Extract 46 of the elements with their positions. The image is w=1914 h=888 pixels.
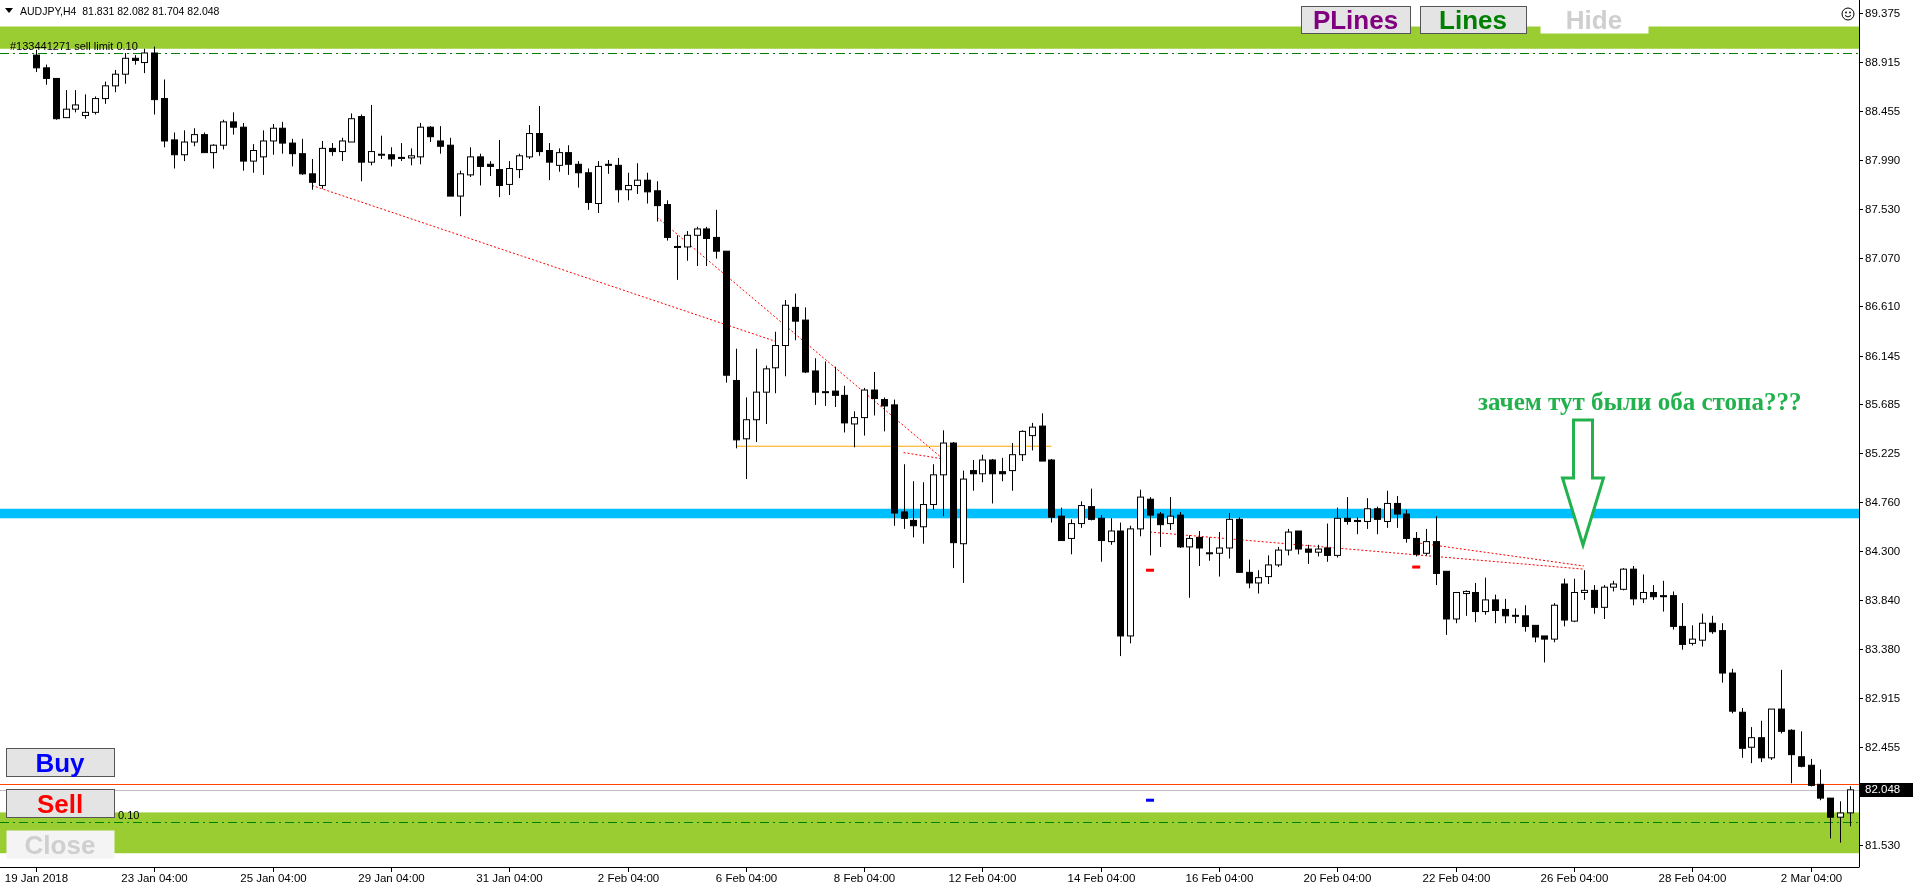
annotation: PLines [1312, 5, 1399, 35]
x-tick-label: 20 Feb 04:00 [1303, 872, 1372, 884]
x-tick-label: 31 Jan 04:00 [476, 872, 543, 884]
annotation: 0.10 [118, 809, 140, 821]
x-tick-label: 6 Feb 04:00 [715, 872, 778, 884]
y-tick-label: 84.300 [1865, 544, 1901, 557]
y-tick-label: 86.610 [1865, 299, 1901, 312]
button: PLines [1301, 5, 1411, 35]
y-tick-label: 87.070 [1865, 251, 1901, 264]
x-tick-label: 25 Jan 04:00 [240, 872, 307, 884]
x-tick-label: 26 Feb 04:00 [1540, 872, 1609, 884]
y-tick-label: 88.915 [1865, 55, 1901, 68]
x-tick-label: 23 Jan 04:00 [121, 872, 188, 884]
y-tick-label: 85.225 [1865, 446, 1901, 459]
y-tick-label: 87.530 [1865, 202, 1901, 215]
x-tick-label: 2 Mar 04:00 [1780, 872, 1843, 884]
y-tick-label: 86.145 [1865, 349, 1901, 362]
button: Sell [6, 789, 115, 819]
ref-line-label: #133441271 sell limit 0.10 [10, 40, 138, 52]
y-tick-label: 81.530 [1865, 838, 1901, 851]
x-tick-label: 16 Feb 04:00 [1185, 872, 1254, 884]
annotation: Sell [36, 789, 84, 819]
x-tick-label: 14 Feb 04:00 [1067, 872, 1136, 884]
y-tick-label: 82.915 [1865, 691, 1901, 704]
x-tick-label: 12 Feb 04:00 [948, 872, 1017, 884]
button: Lines [1420, 5, 1527, 35]
annotation: Buy [35, 748, 86, 778]
annotation: Lines [1439, 5, 1507, 35]
x-tick-label: 19 Jan 2018 [4, 872, 69, 884]
y-tick-label: 83.840 [1865, 593, 1901, 606]
x-tick-label: 28 Feb 04:00 [1658, 872, 1727, 884]
x-tick-label: 8 Feb 04:00 [833, 872, 896, 884]
ref-line-label: 82.048 [1865, 783, 1901, 796]
y-tick-label: 85.685 [1865, 397, 1901, 410]
text: AUDJPY,H4 81.831 82.082 81.704 82.048 [20, 5, 220, 17]
x-tick-label: 2 Feb 04:00 [597, 872, 660, 884]
y-tick-label: 88.455 [1865, 104, 1901, 117]
y-tick-label: 84.760 [1865, 495, 1901, 508]
y-tick-label: 89.375 [1865, 6, 1901, 19]
x-tick-label: 29 Jan 04:00 [358, 872, 425, 884]
x-tick-label: 22 Feb 04:00 [1422, 872, 1491, 884]
button: Buy [6, 748, 115, 778]
annotation: зачем тут были оба стопа??? [1478, 388, 1802, 415]
y-tick-label: 82.455 [1865, 740, 1901, 753]
y-tick-label: 83.380 [1865, 642, 1901, 655]
y-tick-label: 87.990 [1865, 153, 1901, 166]
